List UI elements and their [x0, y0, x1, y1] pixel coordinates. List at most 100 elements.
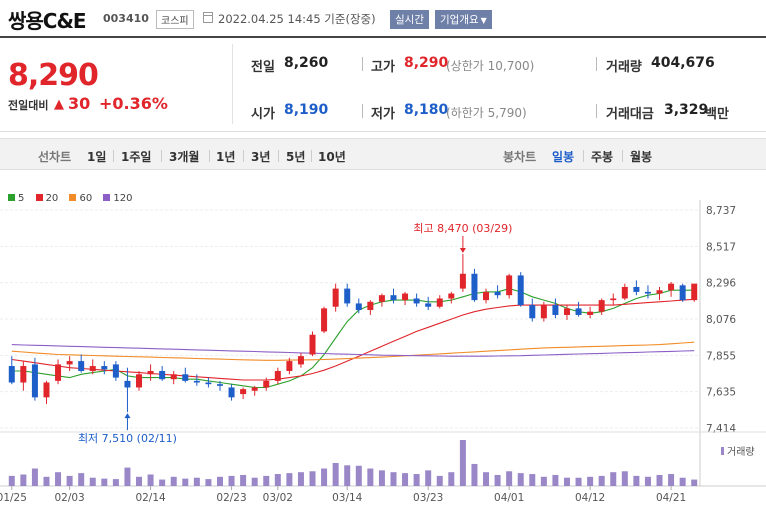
candle-chart-label: 봉차트	[503, 150, 537, 164]
up-arrow-icon: ▲	[54, 97, 64, 112]
volume-bar	[552, 474, 559, 486]
change-percent: +0.36%	[99, 94, 168, 113]
volume-bar	[679, 477, 686, 486]
candle-body	[610, 298, 617, 301]
candle-body	[425, 303, 432, 307]
candle-daily[interactable]: 일봉	[552, 150, 575, 164]
candle-body	[216, 384, 223, 386]
legend-item-ma60: 60	[69, 193, 92, 204]
volume-bar	[78, 473, 85, 486]
volume-bar	[136, 476, 143, 486]
period-1d[interactable]: 1일	[87, 150, 107, 164]
separator	[113, 150, 114, 162]
candle-monthly[interactable]: 월봉	[630, 150, 653, 164]
candle-body	[78, 361, 85, 371]
x-tick-label: 04/21	[656, 492, 686, 504]
candle-body	[332, 288, 339, 307]
candle-body	[124, 380, 131, 388]
volume-bar	[297, 472, 304, 486]
volume-bar	[691, 479, 698, 486]
legend-swatch	[8, 194, 15, 201]
candle-body	[321, 308, 328, 332]
volume-value: 404,676	[651, 55, 715, 71]
ma60-line	[11, 341, 695, 361]
x-tick-label: 03/23	[413, 492, 443, 504]
candle-body	[147, 370, 154, 375]
market-badge: 코스피	[156, 10, 194, 29]
x-tick-label: 02/23	[216, 492, 246, 504]
volume-bar	[20, 474, 27, 486]
high-arrow-icon	[459, 247, 466, 253]
change-label: 전일대비	[8, 99, 49, 112]
candle-body	[598, 300, 605, 312]
separator	[243, 150, 244, 162]
volume-bar	[251, 477, 258, 486]
volume-bar	[124, 467, 131, 486]
volume-bar	[309, 471, 316, 486]
period-3y[interactable]: 3년	[251, 150, 271, 164]
realtime-button[interactable]: 실시간	[390, 10, 429, 29]
volume-legend-swatch	[721, 447, 724, 455]
volume-bar	[344, 465, 351, 486]
candle-body	[668, 283, 675, 291]
period-3m[interactable]: 3개월	[169, 150, 200, 164]
candle-weekly[interactable]: 주봉	[591, 150, 614, 164]
legend-swatch	[103, 194, 111, 201]
volume-bar	[216, 476, 223, 486]
volume-bar	[170, 476, 177, 486]
volume-bar	[43, 476, 50, 486]
volume-bar	[147, 474, 154, 486]
volume-bar	[471, 463, 478, 486]
low-label: 저가	[371, 107, 395, 122]
volume-bar	[425, 470, 432, 486]
candle-body	[159, 370, 166, 380]
low-annotation: 최저 7,510 (02/11)	[78, 432, 177, 445]
y-tick-label: 8,296	[706, 278, 736, 290]
current-price: 8,290	[8, 58, 99, 93]
legend-item-ma20: 20	[35, 193, 58, 204]
volume-bar	[621, 471, 628, 486]
volume-bar	[633, 475, 640, 486]
volume-bar	[101, 478, 108, 486]
period-1w[interactable]: 1주일	[121, 150, 152, 164]
x-tick-label: 02/14	[135, 492, 166, 504]
volume-bar	[321, 468, 328, 486]
x-tick-label: 01/25	[0, 492, 27, 504]
candle-body	[112, 364, 119, 378]
low-arrow-icon	[124, 413, 131, 419]
company-info-dropdown[interactable]: 기업개요 ▼	[435, 10, 492, 29]
candle-body	[436, 298, 443, 307]
separator	[278, 150, 279, 162]
candle-body	[563, 308, 570, 315]
candle-body	[182, 374, 189, 381]
separator	[362, 57, 363, 71]
candle-body	[367, 301, 374, 311]
separator	[362, 104, 363, 118]
period-1y[interactable]: 1년	[216, 150, 236, 164]
amount-label: 거래대금	[606, 107, 654, 122]
chevron-down-icon: ▼	[480, 16, 487, 25]
candle-body	[621, 286, 628, 299]
volume-bar	[494, 474, 501, 486]
volume-bar	[263, 475, 270, 486]
volume-bar	[274, 474, 281, 486]
separator	[622, 150, 623, 162]
candle-body	[251, 387, 258, 391]
high-label: 고가	[371, 60, 395, 75]
period-10y[interactable]: 10년	[318, 150, 346, 164]
volume-bar	[66, 475, 73, 486]
y-tick-label: 7,855	[706, 350, 736, 362]
candle-body	[43, 382, 50, 398]
candle-body	[633, 286, 640, 292]
volume-bar	[240, 474, 247, 486]
volume-bar	[413, 474, 420, 486]
legend-item-ma120: 120	[103, 193, 133, 204]
volume-bar	[205, 479, 212, 486]
volume-bar	[436, 475, 443, 486]
amount-unit: 백만	[705, 107, 729, 122]
candle-body	[228, 387, 235, 398]
volume-bar	[563, 477, 570, 486]
candle-body	[517, 275, 524, 306]
period-5y[interactable]: 5년	[286, 150, 306, 164]
candle-body	[309, 334, 316, 355]
